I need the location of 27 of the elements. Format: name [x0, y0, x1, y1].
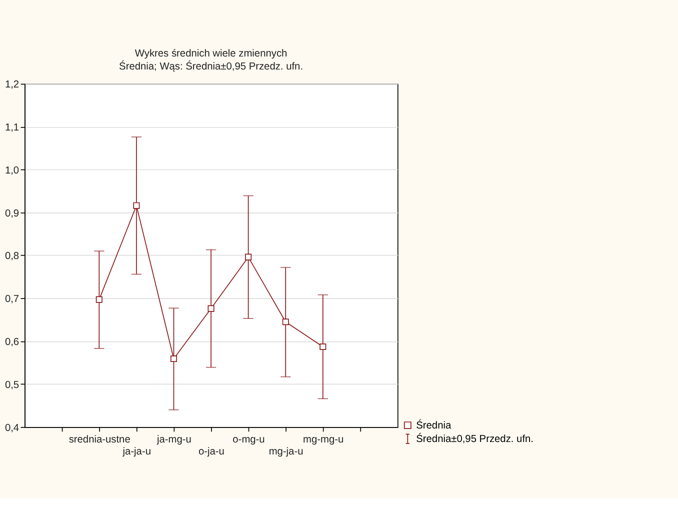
legend-label: Średnia	[416, 418, 452, 432]
x-tick-label: ja-ja-u	[122, 446, 151, 458]
y-tick-label: 0,7	[4, 294, 20, 306]
x-tick-label: o-mg-u	[232, 434, 265, 446]
point	[170, 355, 178, 362]
x-tick-label: mg-ja-u	[268, 446, 304, 458]
y-tick-label: 0,8	[4, 251, 20, 262]
y-tick-label: 0,4	[4, 422, 20, 434]
y-tick-label: 0,9	[4, 208, 20, 220]
text: Średnia±0,95 Przedz. ufn.	[416, 432, 534, 446]
x-tick-label: mg-mg-u	[303, 434, 344, 446]
x-tick-label: ja-mg-u	[156, 434, 192, 446]
chart-subtitle: Średnia; Wąs: Średnia±0,95 Przedz. ufn.	[119, 59, 304, 72]
chart-title: Wykres średnich wiele zmiennych	[134, 48, 288, 60]
point	[208, 305, 214, 312]
point	[245, 254, 252, 260]
point	[96, 296, 102, 303]
y-tick-label: 0,6	[4, 336, 20, 348]
point	[282, 318, 289, 326]
point	[320, 343, 326, 350]
y-tick-label: 0,5	[4, 380, 20, 391]
x-tick-label: srednia-ustne	[68, 434, 131, 446]
y-tick-label: 1,2	[4, 80, 20, 91]
x-tick-label: o-ja-u	[198, 446, 224, 458]
y-tick-label: 1,0	[4, 165, 20, 176]
y-tick-label: 1,1	[4, 122, 20, 134]
point	[133, 202, 140, 209]
